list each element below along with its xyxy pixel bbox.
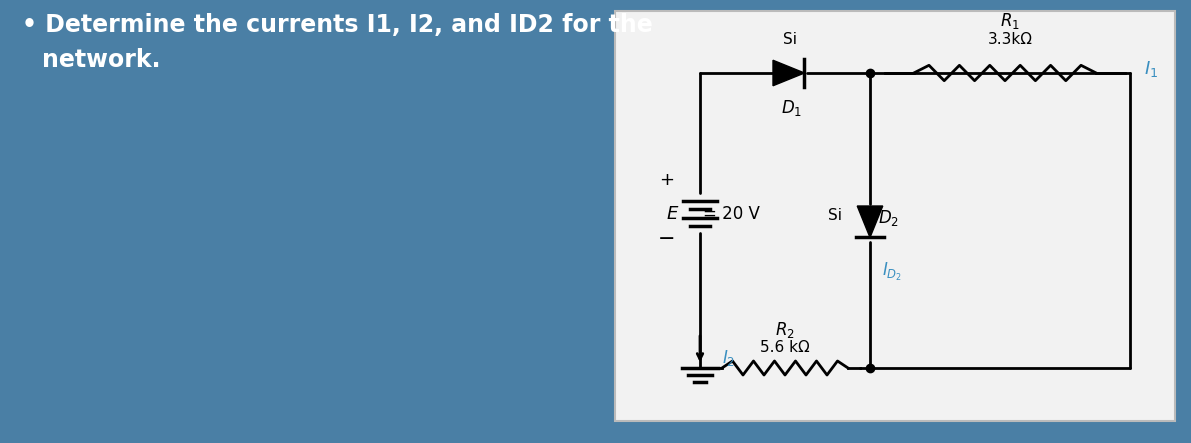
Text: 5.6 kΩ: 5.6 kΩ [760, 340, 810, 355]
Text: E: E [667, 205, 678, 223]
Text: $I_{D_2}$: $I_{D_2}$ [883, 261, 902, 283]
Text: $R_1$: $R_1$ [1000, 11, 1019, 31]
Text: −: − [659, 229, 675, 249]
Text: $I_2$: $I_2$ [722, 348, 735, 368]
Text: 3.3kΩ: 3.3kΩ [987, 32, 1033, 47]
Text: $D_2$: $D_2$ [878, 208, 899, 228]
Text: $D_1$: $D_1$ [781, 98, 803, 118]
Text: +: + [660, 171, 674, 189]
Text: $I_1$: $I_1$ [1145, 59, 1158, 79]
Text: $R_2$: $R_2$ [775, 320, 794, 340]
Text: Si: Si [828, 207, 842, 222]
Bar [615, 11, 1176, 421]
Text: • Determine the currents I1, I2, and ID2 for the: • Determine the currents I1, I2, and ID2… [21, 13, 653, 37]
Text: network.: network. [42, 48, 161, 72]
Text: Si: Si [782, 32, 797, 47]
Text: = 20 V: = 20 V [703, 205, 760, 223]
Polygon shape [858, 206, 883, 237]
Polygon shape [773, 60, 804, 86]
